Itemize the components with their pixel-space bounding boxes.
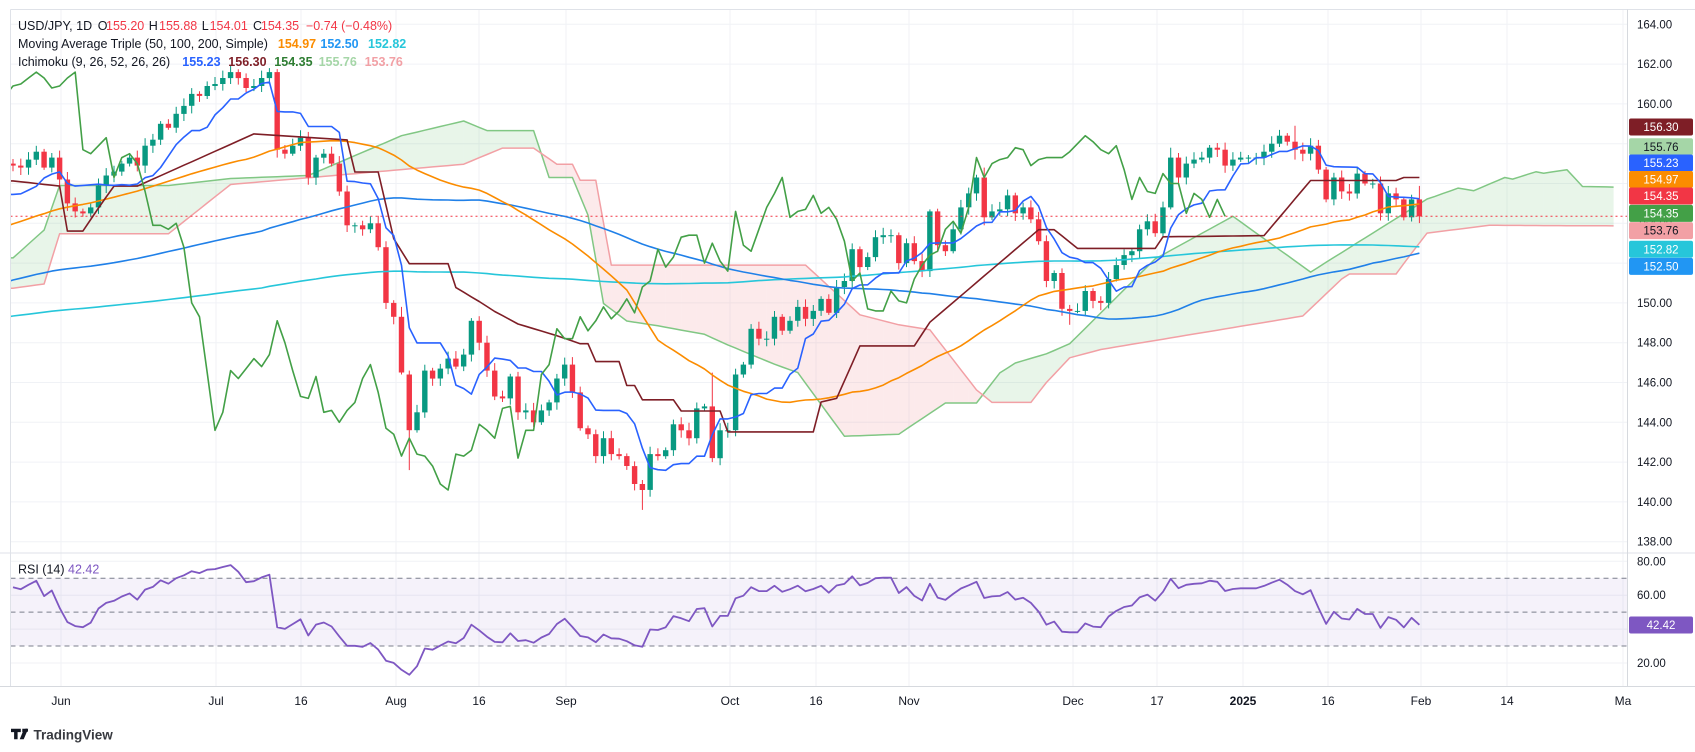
svg-text:146.00: 146.00 [1637, 378, 1672, 390]
svg-text:152.82: 152.82 [368, 37, 406, 51]
svg-text:155.23: 155.23 [182, 55, 220, 69]
svg-text:42.42: 42.42 [68, 563, 99, 577]
svg-text:60.00: 60.00 [1637, 590, 1666, 602]
svg-text:154.97: 154.97 [278, 37, 316, 51]
svg-text:152.50: 152.50 [1643, 261, 1678, 273]
svg-text:L: L [202, 19, 209, 33]
svg-text:Sep: Sep [555, 694, 577, 708]
svg-text:Moving Average Triple (50, 100: Moving Average Triple (50, 100, 200, Sim… [18, 37, 268, 51]
svg-text:Feb: Feb [1411, 694, 1432, 708]
svg-text:H: H [149, 19, 158, 33]
svg-text:155.88: 155.88 [159, 19, 197, 33]
svg-text:80.00: 80.00 [1637, 556, 1666, 568]
svg-text:154.01: 154.01 [210, 19, 248, 33]
svg-text:154.35: 154.35 [261, 19, 299, 33]
svg-text:TradingView: TradingView [34, 728, 114, 743]
svg-text:Jul: Jul [208, 694, 223, 708]
svg-text:144.00: 144.00 [1637, 417, 1672, 429]
svg-text:156.30: 156.30 [228, 55, 266, 69]
svg-text:Ma: Ma [1615, 694, 1632, 708]
svg-text:138.00: 138.00 [1637, 537, 1672, 549]
svg-text:153.76: 153.76 [1643, 226, 1678, 238]
svg-text:154.35: 154.35 [1643, 208, 1678, 220]
svg-text:155.23: 155.23 [1643, 158, 1678, 170]
svg-text:154.35: 154.35 [1643, 191, 1678, 203]
svg-text:14: 14 [1500, 694, 1514, 708]
svg-text:154.35: 154.35 [274, 55, 312, 69]
svg-text:156.30: 156.30 [1643, 122, 1678, 134]
svg-text:Dec: Dec [1062, 694, 1083, 708]
svg-text:Nov: Nov [898, 694, 919, 708]
svg-text:140.00: 140.00 [1637, 497, 1672, 509]
svg-text:160.00: 160.00 [1637, 99, 1672, 111]
svg-text:C: C [253, 19, 262, 33]
svg-text:Oct: Oct [721, 694, 740, 708]
svg-text:−0.74 (−0.48%): −0.74 (−0.48%) [306, 19, 392, 33]
svg-text:153.76: 153.76 [365, 55, 403, 69]
svg-text:42.42: 42.42 [1647, 620, 1676, 632]
svg-text:17: 17 [1150, 694, 1164, 708]
svg-text:155.20: 155.20 [106, 19, 144, 33]
svg-text:Ichimoku (9, 26, 52, 26, 26): Ichimoku (9, 26, 52, 26, 26) [18, 55, 170, 69]
svg-text:Aug: Aug [385, 694, 406, 708]
svg-text:16: 16 [809, 694, 823, 708]
svg-text:155.76: 155.76 [319, 55, 357, 69]
svg-text:O: O [98, 19, 108, 33]
svg-text:162.00: 162.00 [1637, 59, 1672, 71]
svg-text:142.00: 142.00 [1637, 457, 1672, 469]
svg-text:RSI (14): RSI (14) [18, 563, 65, 577]
svg-text:16: 16 [294, 694, 308, 708]
svg-text:16: 16 [472, 694, 486, 708]
svg-text:USD/JPY, 1D: USD/JPY, 1D [18, 19, 92, 33]
svg-text:154.97: 154.97 [1643, 175, 1678, 187]
svg-text:Jun: Jun [51, 694, 70, 708]
svg-text:148.00: 148.00 [1637, 338, 1672, 350]
svg-text:152.50: 152.50 [320, 37, 358, 51]
svg-text:2025: 2025 [1230, 694, 1257, 708]
svg-text:150.00: 150.00 [1637, 298, 1672, 310]
svg-text:20.00: 20.00 [1637, 658, 1666, 670]
svg-text:152.82: 152.82 [1643, 244, 1678, 256]
svg-text:16: 16 [1321, 694, 1335, 708]
svg-text:155.76: 155.76 [1643, 142, 1678, 154]
svg-text:164.00: 164.00 [1637, 19, 1672, 31]
